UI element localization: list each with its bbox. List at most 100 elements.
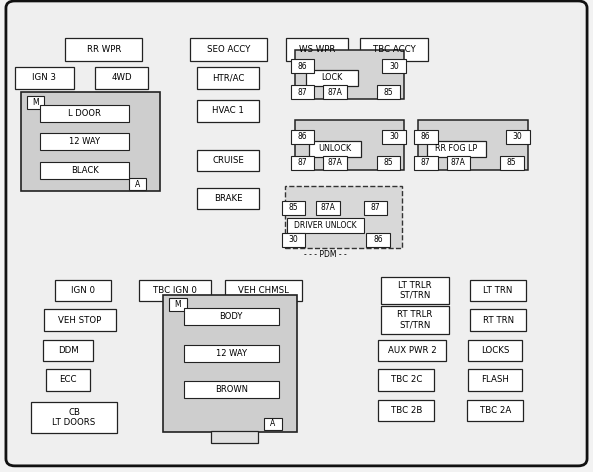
Text: TBC 2B: TBC 2B: [391, 406, 422, 415]
Text: RT TRN: RT TRN: [483, 315, 514, 325]
Text: LOCK: LOCK: [321, 73, 343, 83]
Bar: [506, 130, 530, 144]
Text: TBC 2C: TBC 2C: [391, 375, 422, 385]
Bar: [427, 141, 486, 157]
Bar: [184, 345, 279, 362]
Bar: [468, 369, 522, 391]
Bar: [306, 70, 358, 86]
Bar: [447, 156, 470, 170]
Text: DRIVER UNLOCK: DRIVER UNLOCK: [294, 221, 357, 230]
Bar: [211, 431, 258, 443]
Text: LOCKS: LOCKS: [481, 346, 509, 355]
Bar: [197, 100, 260, 121]
Bar: [291, 59, 314, 73]
Text: 85: 85: [384, 158, 393, 168]
Bar: [295, 50, 404, 99]
Text: 87: 87: [371, 203, 380, 212]
Bar: [43, 340, 94, 361]
Bar: [295, 120, 404, 170]
Bar: [381, 277, 449, 304]
Text: RR FOG LP: RR FOG LP: [435, 144, 478, 153]
Bar: [129, 178, 146, 190]
Text: A: A: [135, 179, 140, 189]
Text: 4WD: 4WD: [111, 73, 132, 83]
Bar: [381, 306, 449, 334]
Text: CB
LT DOORS: CB LT DOORS: [53, 408, 95, 428]
Bar: [197, 150, 260, 171]
Bar: [27, 96, 44, 109]
Text: VEH CHMSL: VEH CHMSL: [238, 286, 289, 295]
Bar: [184, 381, 279, 398]
Text: 85: 85: [507, 158, 517, 168]
Text: - - - PDM - -: - - - PDM - -: [304, 250, 347, 260]
Text: 86: 86: [298, 132, 307, 142]
Bar: [55, 279, 111, 301]
Bar: [382, 59, 406, 73]
Bar: [316, 201, 340, 215]
Bar: [184, 308, 279, 325]
Bar: [40, 105, 129, 122]
Bar: [46, 369, 91, 391]
Bar: [377, 85, 400, 99]
Bar: [309, 141, 361, 157]
Text: 86: 86: [298, 61, 307, 71]
Bar: [378, 369, 434, 391]
Text: RT TRLR
ST/TRN: RT TRLR ST/TRN: [397, 310, 433, 330]
Bar: [468, 340, 522, 361]
Bar: [286, 38, 348, 61]
Bar: [287, 218, 364, 233]
Bar: [65, 38, 142, 61]
Text: A: A: [270, 419, 275, 429]
Text: IGN 3: IGN 3: [33, 73, 56, 83]
Bar: [282, 201, 305, 215]
Bar: [285, 186, 402, 248]
Bar: [291, 156, 314, 170]
Bar: [382, 130, 406, 144]
Text: L DOOR: L DOOR: [68, 109, 101, 118]
Text: 12 WAY: 12 WAY: [69, 137, 100, 146]
FancyBboxPatch shape: [6, 1, 587, 466]
Bar: [190, 38, 267, 61]
Bar: [414, 156, 438, 170]
Text: BRAKE: BRAKE: [214, 194, 243, 203]
Text: 87: 87: [298, 158, 307, 168]
Text: TBC IGN 0: TBC IGN 0: [153, 286, 197, 295]
Text: 86: 86: [421, 132, 431, 142]
Text: TBC ACCY: TBC ACCY: [373, 45, 416, 54]
Text: 30: 30: [390, 132, 399, 142]
Text: M: M: [174, 300, 181, 309]
Text: TBC 2A: TBC 2A: [480, 406, 511, 415]
Bar: [95, 67, 148, 89]
Bar: [163, 295, 296, 432]
Text: 87A: 87A: [327, 158, 343, 168]
Bar: [40, 162, 129, 179]
Text: RR WPR: RR WPR: [87, 45, 121, 54]
Bar: [414, 130, 438, 144]
Bar: [467, 400, 523, 421]
Bar: [418, 120, 528, 170]
Bar: [197, 67, 260, 89]
Bar: [323, 156, 347, 170]
Bar: [377, 156, 400, 170]
Text: VEH STOP: VEH STOP: [59, 315, 101, 325]
Bar: [169, 298, 187, 311]
Text: 12 WAY: 12 WAY: [216, 348, 247, 358]
Text: 30: 30: [390, 61, 399, 71]
Text: 87A: 87A: [320, 203, 336, 212]
Bar: [366, 233, 390, 247]
Bar: [470, 310, 527, 330]
Text: HTR/AC: HTR/AC: [212, 73, 244, 83]
Text: LT TRN: LT TRN: [483, 286, 513, 295]
Bar: [264, 418, 282, 430]
Text: BLACK: BLACK: [71, 166, 98, 176]
Bar: [378, 340, 446, 361]
Bar: [470, 279, 527, 301]
Text: WS WPR: WS WPR: [299, 45, 336, 54]
Bar: [323, 85, 347, 99]
Text: 86: 86: [374, 235, 383, 244]
Bar: [360, 38, 428, 61]
Bar: [15, 67, 74, 89]
Text: 30: 30: [513, 132, 522, 142]
Text: 85: 85: [384, 87, 393, 97]
Text: UNLOCK: UNLOCK: [318, 144, 352, 153]
